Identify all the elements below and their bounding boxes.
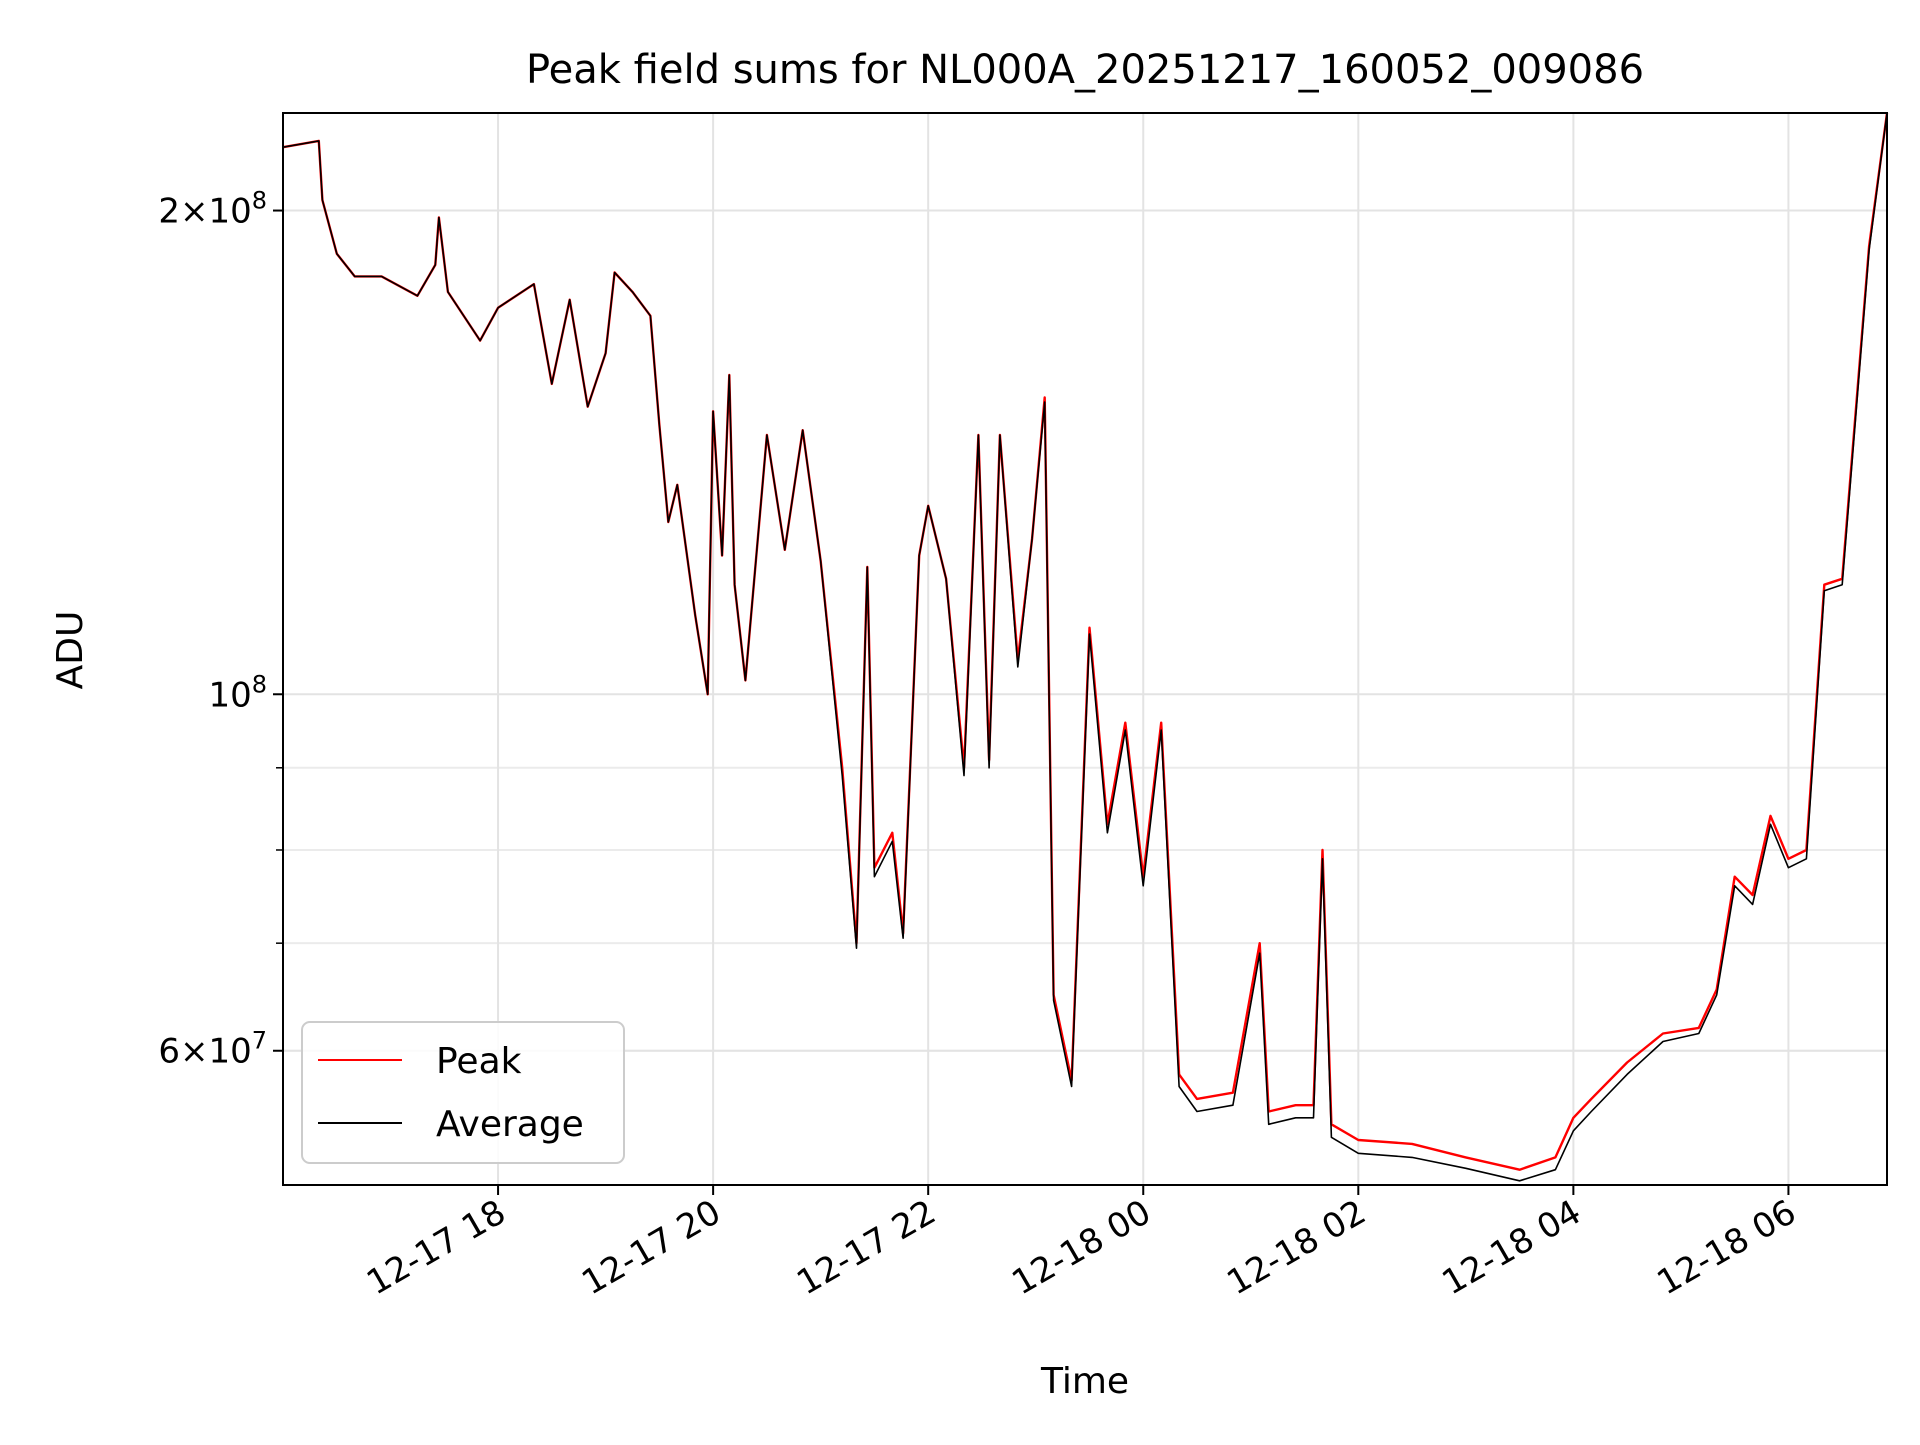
legend-label-peak: Peak <box>436 1041 522 1082</box>
y-axis-ticks: 2×108 108 6×107 <box>158 187 283 1072</box>
x-axis-label: Time <box>1040 1361 1129 1402</box>
legend-box <box>301 1021 625 1164</box>
y-axis-label: ADU <box>50 611 91 690</box>
series-line-average <box>282 112 1888 1182</box>
y-tick-label: 2×108 <box>158 187 267 232</box>
series-layer <box>282 112 1889 1182</box>
chart-title: Peak field sums for NL000A_20251217_1600… <box>526 47 1644 93</box>
plot-frame <box>282 112 1888 1186</box>
y-tick-label: 6×107 <box>158 1027 267 1072</box>
legend-label-average: Average <box>436 1104 584 1145</box>
chart-legend: Peak Average <box>301 1021 625 1164</box>
y-tick-label: 108 <box>208 670 267 715</box>
grid-layer <box>283 113 1887 1185</box>
